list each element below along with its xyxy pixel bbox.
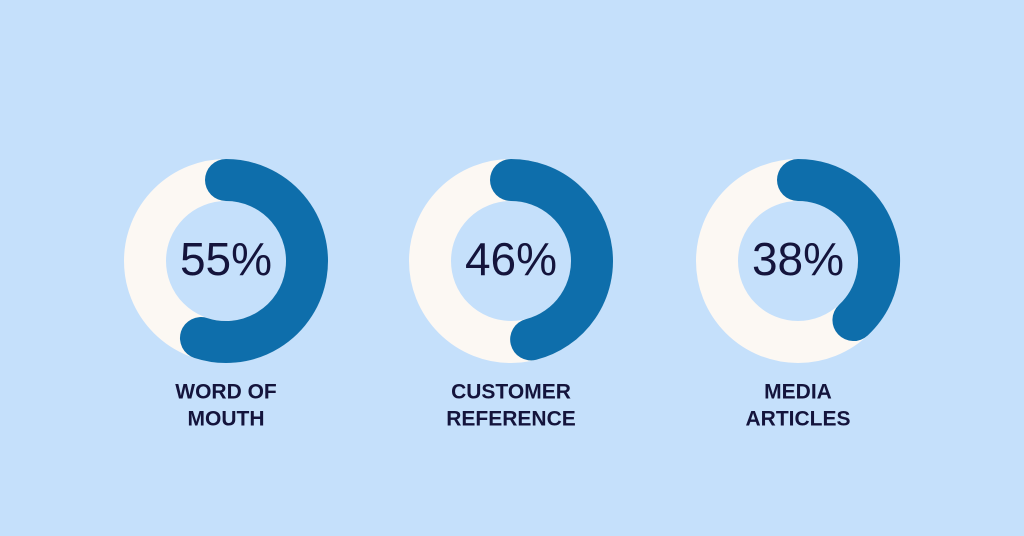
percent-label: 55% — [180, 233, 272, 285]
percent-label: 46% — [465, 233, 557, 285]
donut-title: WORD OF — [175, 381, 277, 404]
donut-arc — [777, 159, 900, 342]
percent-label: 38% — [752, 233, 844, 285]
donut-title: MOUTH — [188, 408, 265, 431]
donut-title: CUSTOMER — [451, 381, 571, 404]
donut-title: ARTICLES — [746, 408, 851, 431]
donut-arc — [490, 159, 613, 361]
donut-title: MEDIA — [764, 381, 832, 404]
donut-title: REFERENCE — [446, 408, 576, 431]
donut-arc — [179, 159, 328, 363]
